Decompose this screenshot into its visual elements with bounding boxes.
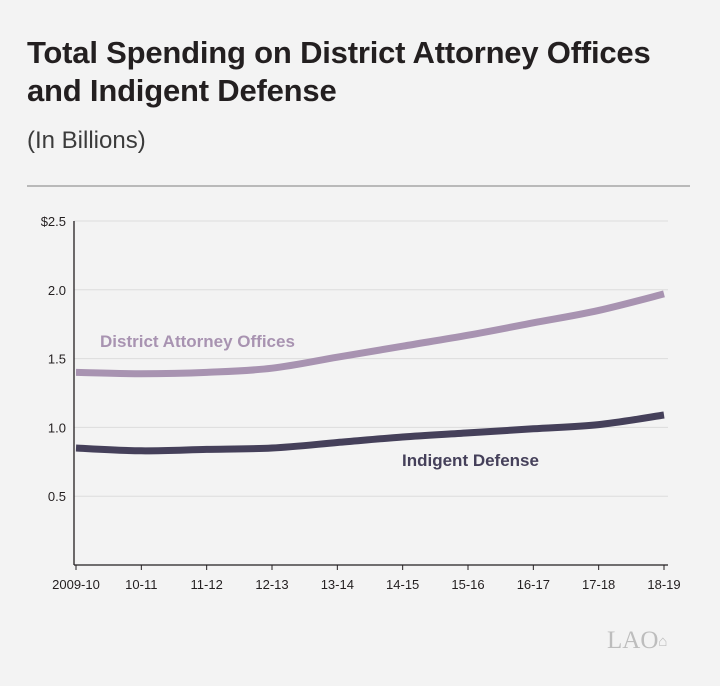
x-tick-label: 10-11 [125, 577, 157, 592]
x-tick-label: 17-18 [582, 577, 615, 592]
x-tick-label: 11-12 [191, 577, 223, 592]
y-tick-label: 2.0 [48, 283, 66, 298]
indigent-defense-line [75, 411, 665, 455]
y-tick-label: 1.5 [48, 352, 66, 367]
district-attorney-offices-label: District Attorney Offices [100, 332, 295, 351]
x-tick-label: 16-17 [517, 577, 550, 592]
indigent-defense-label: Indigent Defense [402, 451, 539, 470]
chart-subtitle: (In Billions) [27, 127, 146, 154]
x-tick-label: 12-13 [255, 577, 288, 592]
x-tick-label: 18-19 [647, 577, 680, 592]
chart-title: Total Spending on District Attorney Offi… [27, 35, 651, 108]
lao-logo: LAO⌂ [607, 627, 667, 655]
y-tick-label: 1.0 [48, 420, 66, 435]
y-tick-label: $2.5 [41, 214, 66, 229]
x-tick-label: 15-16 [451, 577, 484, 592]
x-tick-label: 13-14 [321, 577, 354, 592]
title-divider [27, 185, 690, 187]
lao-dome-icon: ⌂ [658, 634, 668, 650]
lao-logo-text: LAO [607, 627, 659, 654]
x-tick-label: 2009-10 [52, 577, 100, 592]
district-attorney-offices-line [75, 290, 665, 378]
y-tick-label: 0.5 [48, 489, 66, 504]
x-tick-label: 14-15 [386, 577, 419, 592]
